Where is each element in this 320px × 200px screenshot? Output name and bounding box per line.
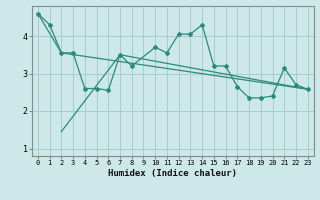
X-axis label: Humidex (Indice chaleur): Humidex (Indice chaleur): [108, 169, 237, 178]
